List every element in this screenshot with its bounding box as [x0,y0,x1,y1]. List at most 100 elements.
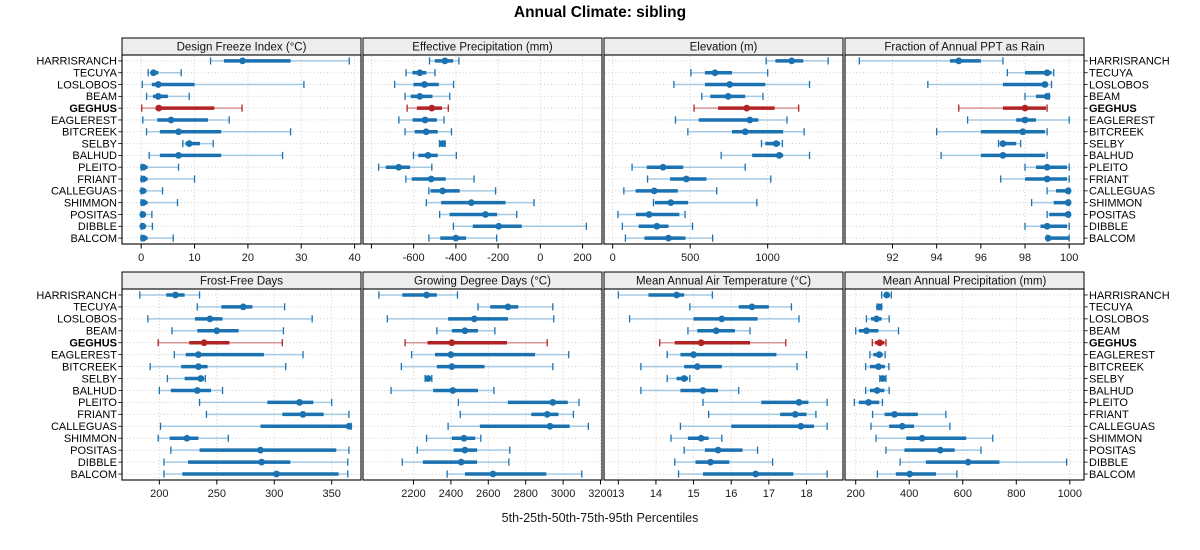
panel-border [844,288,1085,481]
panel-bg [363,289,602,480]
percentile-row-balhud [412,151,457,160]
percentile-row-friant [205,410,350,418]
site-label-left-pleito: PLEITO [78,397,117,409]
percentile-row-tecuya [689,303,793,311]
site-label-left-harrisranch: HARRISRANCH [36,56,117,68]
median-dot [195,363,202,370]
median-dot [680,375,688,382]
median-dot [712,327,720,335]
percentile-row-bitcreek [404,128,453,136]
percentile-row-pleito [198,398,333,407]
percentile-row-harrisranch [858,57,1004,65]
percentile-row-beam [404,92,451,100]
median-dot [421,81,428,88]
site-label-right-eaglerest: EAGLEREST [1089,115,1155,127]
percentile-row-friant [459,410,575,418]
x-tick-label: 100 [1060,252,1078,264]
median-dot [461,446,469,454]
site-label-left-dibble: DIBBLE [78,457,117,469]
median-dot [791,410,799,418]
percentile-row-positas [438,210,518,219]
site-label-right-tecuya: TECUYA [1089,302,1133,314]
median-dot [299,410,307,418]
panel-bg [604,55,843,244]
percentile-row-shimmon [139,199,179,207]
panel-x-axis: 0 500 1000 [610,244,780,264]
panel-mean-annual-precipitation-mm: Mean Annual Precipitation (mm) 200 400 600 8… [844,271,1085,500]
site-label-right-beam: BEAM [1089,91,1120,103]
percentile-row-friant [139,175,196,183]
median-dot [891,410,898,418]
panel-border [603,54,844,245]
percentile-row-geghus [693,104,800,112]
percentile-row-beam [171,327,285,335]
x-tick-label: 10 [188,252,200,264]
x-tick-label: 200 [150,488,168,500]
site-label-right-geghus: GEGHUS [1089,103,1137,115]
median-dot [139,234,147,242]
median-dot [752,470,760,478]
panel-strip-title: Mean Annual Air Temperature (°C) [636,276,811,288]
panel-mean-annual-air-temperature-c: Mean Annual Air Temperature (°C) 13 14 15 16… [603,271,844,500]
page-title: Annual Climate: sibling [513,4,687,21]
percentile-row-friant [707,410,817,418]
x-tick-label: 98 [1019,252,1031,264]
x-tick-label: 200 [847,488,865,500]
median-dot [879,375,887,382]
percentile-row-beam [701,92,764,100]
site-label-left-shimmon: SHIMMON [64,197,117,209]
percentile-row-bitcreek [640,362,798,371]
x-tick-label: 2600 [476,488,500,500]
percentile-row-balhud [940,151,1048,160]
percentile-row-beam [1024,92,1051,100]
percentile-row-bitcreek [145,128,292,136]
median-dot [457,458,465,466]
percentile-row-selby [997,139,1022,148]
median-dot [1064,199,1072,207]
site-label-left-beam: BEAM [86,326,117,338]
median-dot [424,375,432,382]
site-label-right-tecuya: TECUYA [1089,68,1133,80]
x-tick-label: 30 [295,252,307,264]
site-label-right-balhud: BALHUD [1089,385,1134,397]
x-tick-label: 2800 [513,488,537,500]
median-dot [482,211,489,218]
panel-strip-title: Mean Annual Precipitation (mm) [883,276,1047,288]
median-dot [213,327,221,335]
median-dot [1043,92,1051,100]
x-tick-label: 96 [975,252,987,264]
site-label-left-tecuya: TECUYA [73,68,117,80]
percentile-row-eaglerest [398,116,445,124]
percentile-row-balhud [158,386,224,395]
median-dot [175,152,182,159]
site-label-left-bitcreek: BITCREEK [62,361,118,373]
panel-x-axis: -600 -400 -200 0 200 [370,244,592,264]
percentile-row-balcom [139,234,174,242]
percentile-row-calleguas [623,187,718,195]
site-label-left-calleguas: CALLEGUAS [51,421,117,433]
median-dot [875,363,882,370]
site-label-right-positas: POSITAS [1089,445,1136,457]
percentile-row-beam [436,327,496,335]
site-label-left-bitcreek: BITCREEK [62,127,118,139]
x-tick-label: 300 [265,488,283,500]
percentile-row-eaglerest [966,116,1070,124]
site-label-right-selby: SELBY [1089,138,1125,150]
site-label-left-calleguas: CALLEGUAS [51,186,117,198]
x-tick-label: 350 [323,488,341,500]
x-tick-label: 400 [900,488,918,500]
median-dot [439,187,446,195]
median-dot [665,234,672,242]
median-dot [1021,104,1029,112]
median-dot [693,363,701,370]
site-label-right-eaglerest: EAGLEREST [1089,349,1155,361]
median-dot [470,315,478,323]
site-label-right-friant: FRIANT [1089,409,1129,421]
median-dot [875,303,883,311]
percentile-row-tecuya [405,69,436,77]
median-dot [467,199,475,207]
panel-bg [363,55,602,244]
percentile-row-friant [1000,175,1070,183]
percentile-row-shimmon [425,199,535,207]
